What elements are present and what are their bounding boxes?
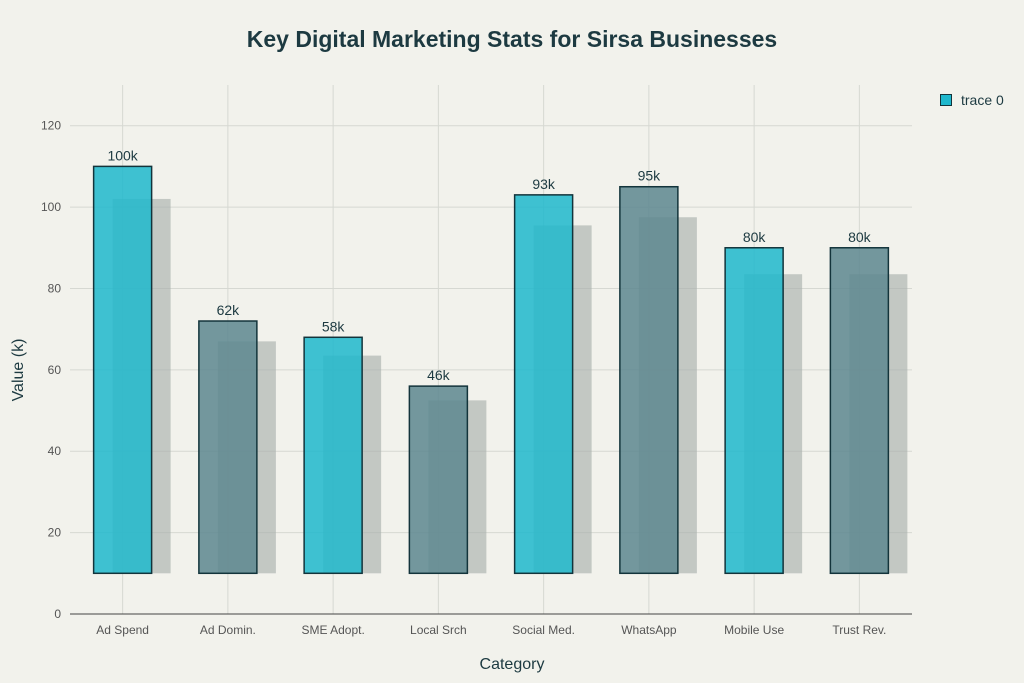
y-tick-label: 0 — [54, 607, 61, 621]
bar — [724, 247, 784, 575]
y-axis-title: Value (k) — [10, 338, 27, 402]
bar — [92, 165, 153, 575]
y-tick-label: 60 — [48, 363, 62, 377]
bar-data-label: 100k — [107, 147, 138, 163]
chart-title: Key Digital Marketing Stats for Sirsa Bu… — [246, 26, 778, 52]
x-axis-title: Category — [479, 656, 545, 673]
bar — [619, 185, 679, 575]
x-tick-label: Ad Domin. — [200, 623, 256, 637]
legend-label: trace 0 — [961, 92, 1004, 108]
bar-data-label: 62k — [217, 302, 241, 318]
bar — [829, 247, 890, 575]
bar-data-label: 93k — [532, 176, 556, 192]
bar-data-label: 80k — [848, 229, 872, 245]
x-tick-label: Social Med. — [512, 623, 575, 637]
y-tick-label: 40 — [48, 444, 62, 458]
bar — [198, 320, 258, 575]
legend[interactable]: trace 0 — [940, 92, 1004, 108]
x-tick-label: Trust Rev. — [832, 623, 886, 637]
bar-data-label: 58k — [322, 318, 346, 334]
x-tick-label: WhatsApp — [621, 623, 677, 637]
x-tick-label: SME Adopt. — [301, 623, 364, 637]
bar — [408, 385, 469, 575]
legend-swatch — [940, 94, 952, 106]
x-tick-label: Mobile Use — [724, 623, 784, 637]
bar-data-label: 46k — [427, 367, 451, 383]
bar — [303, 336, 363, 575]
bar-data-label: 95k — [638, 168, 662, 184]
y-tick-label: 80 — [48, 281, 62, 295]
y-tick-label: 20 — [48, 526, 62, 540]
bar — [513, 194, 574, 575]
x-tick-label: Ad Spend — [96, 623, 149, 637]
bar-data-label: 80k — [743, 229, 767, 245]
y-tick-label: 120 — [41, 119, 61, 133]
x-tick-label: Local Srch — [410, 623, 467, 637]
y-tick-label: 100 — [41, 200, 61, 214]
